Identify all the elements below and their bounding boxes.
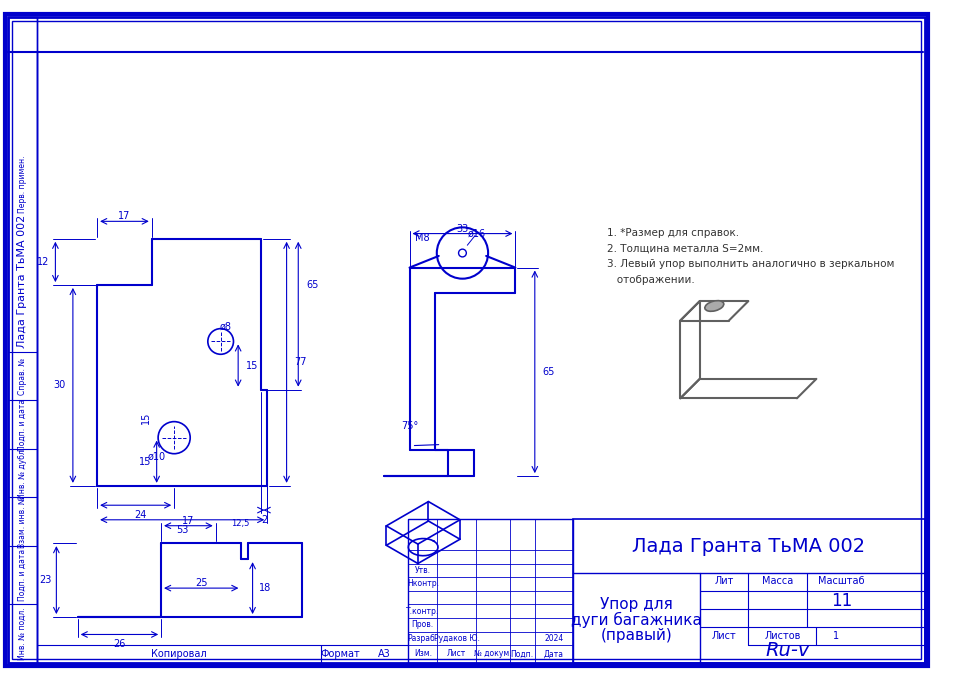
Text: Т.контр.: Т.контр. xyxy=(406,607,440,615)
Text: 23: 23 xyxy=(39,575,52,585)
Text: 12: 12 xyxy=(37,257,50,267)
Text: 11: 11 xyxy=(831,592,852,611)
Bar xyxy=(573,519,925,662)
Text: 53: 53 xyxy=(176,525,188,534)
Text: Лист: Лист xyxy=(447,649,467,658)
Text: 24: 24 xyxy=(134,510,147,520)
Text: Копировал: Копировал xyxy=(151,649,206,659)
Bar xyxy=(408,519,573,662)
Text: 25: 25 xyxy=(195,578,207,588)
Text: 77: 77 xyxy=(295,357,307,367)
Text: Формат: Формат xyxy=(321,649,360,659)
Text: Ru-v: Ru-v xyxy=(765,641,809,660)
Text: 15: 15 xyxy=(246,360,258,371)
Text: Лада Гранта ТьМА 002: Лада Гранта ТьМА 002 xyxy=(17,215,27,348)
Text: 12,5: 12,5 xyxy=(231,519,250,528)
Text: ø8: ø8 xyxy=(220,322,231,332)
Text: 18: 18 xyxy=(259,583,272,593)
Text: M8: M8 xyxy=(415,233,429,243)
Text: Рудаков Ю.: Рудаков Ю. xyxy=(434,634,480,643)
Text: 15: 15 xyxy=(138,457,151,466)
Text: отображении.: отображении. xyxy=(608,275,695,285)
Text: Дата: Дата xyxy=(544,649,564,658)
Text: Масса: Масса xyxy=(762,576,793,586)
Text: Лада Гранта ТьМА 002: Лада Гранта ТьМА 002 xyxy=(632,537,865,556)
Text: 26: 26 xyxy=(113,639,126,649)
Text: Подп.: Подп. xyxy=(511,649,534,658)
Text: Перв. примен.: Перв. примен. xyxy=(18,156,27,214)
Text: Нконтр.: Нконтр. xyxy=(407,579,439,588)
Text: Изм.: Изм. xyxy=(414,649,432,658)
Text: Лист: Лист xyxy=(711,632,736,641)
Text: 1: 1 xyxy=(832,632,839,641)
Text: 15: 15 xyxy=(141,412,151,424)
Text: 30: 30 xyxy=(53,380,65,390)
Text: 2024: 2024 xyxy=(544,634,564,643)
Text: Подп. и дата: Подп. и дата xyxy=(18,398,27,451)
Text: Взам. инв. №: Взам. инв. № xyxy=(18,496,27,547)
Text: Утв.: Утв. xyxy=(415,566,431,575)
Text: дуги багажника: дуги багажника xyxy=(571,612,702,628)
Text: Пров.: Пров. xyxy=(412,620,434,629)
Text: Инв. № дубл.: Инв. № дубл. xyxy=(18,447,27,499)
Text: (правый): (правый) xyxy=(601,628,672,643)
Text: 2: 2 xyxy=(261,515,267,525)
Text: 1. *Размер для справок.: 1. *Размер для справок. xyxy=(608,228,739,238)
Text: Масштаб: Масштаб xyxy=(818,576,865,586)
Text: Лит: Лит xyxy=(714,576,733,586)
Text: Подп. и дата: Подп. и дата xyxy=(18,549,27,601)
Text: 65: 65 xyxy=(542,367,555,377)
Text: А3: А3 xyxy=(377,649,391,659)
Bar xyxy=(603,194,903,481)
Text: 3. Левый упор выполнить аналогично в зеркальном: 3. Левый упор выполнить аналогично в зер… xyxy=(608,259,895,269)
Bar xyxy=(8,18,36,662)
Text: 2. Толщина металла S=2мм.: 2. Толщина металла S=2мм. xyxy=(608,243,764,254)
Text: Справ. №: Справ. № xyxy=(18,358,27,394)
Text: Разраб.: Разраб. xyxy=(408,634,438,643)
Text: ø16: ø16 xyxy=(468,228,486,239)
Text: Упор для: Упор для xyxy=(600,597,673,612)
Text: 17: 17 xyxy=(182,516,195,526)
Text: 33: 33 xyxy=(456,224,468,234)
Ellipse shape xyxy=(705,301,724,311)
Text: Инв. № подл.: Инв. № подл. xyxy=(18,607,27,660)
Text: 17: 17 xyxy=(118,211,131,222)
Text: № докум.: № докум. xyxy=(474,649,512,658)
Text: ø10: ø10 xyxy=(148,452,166,462)
Text: Листов: Листов xyxy=(764,632,801,641)
Text: 65: 65 xyxy=(306,280,319,290)
Text: 75°: 75° xyxy=(401,421,419,431)
Bar xyxy=(605,196,901,479)
